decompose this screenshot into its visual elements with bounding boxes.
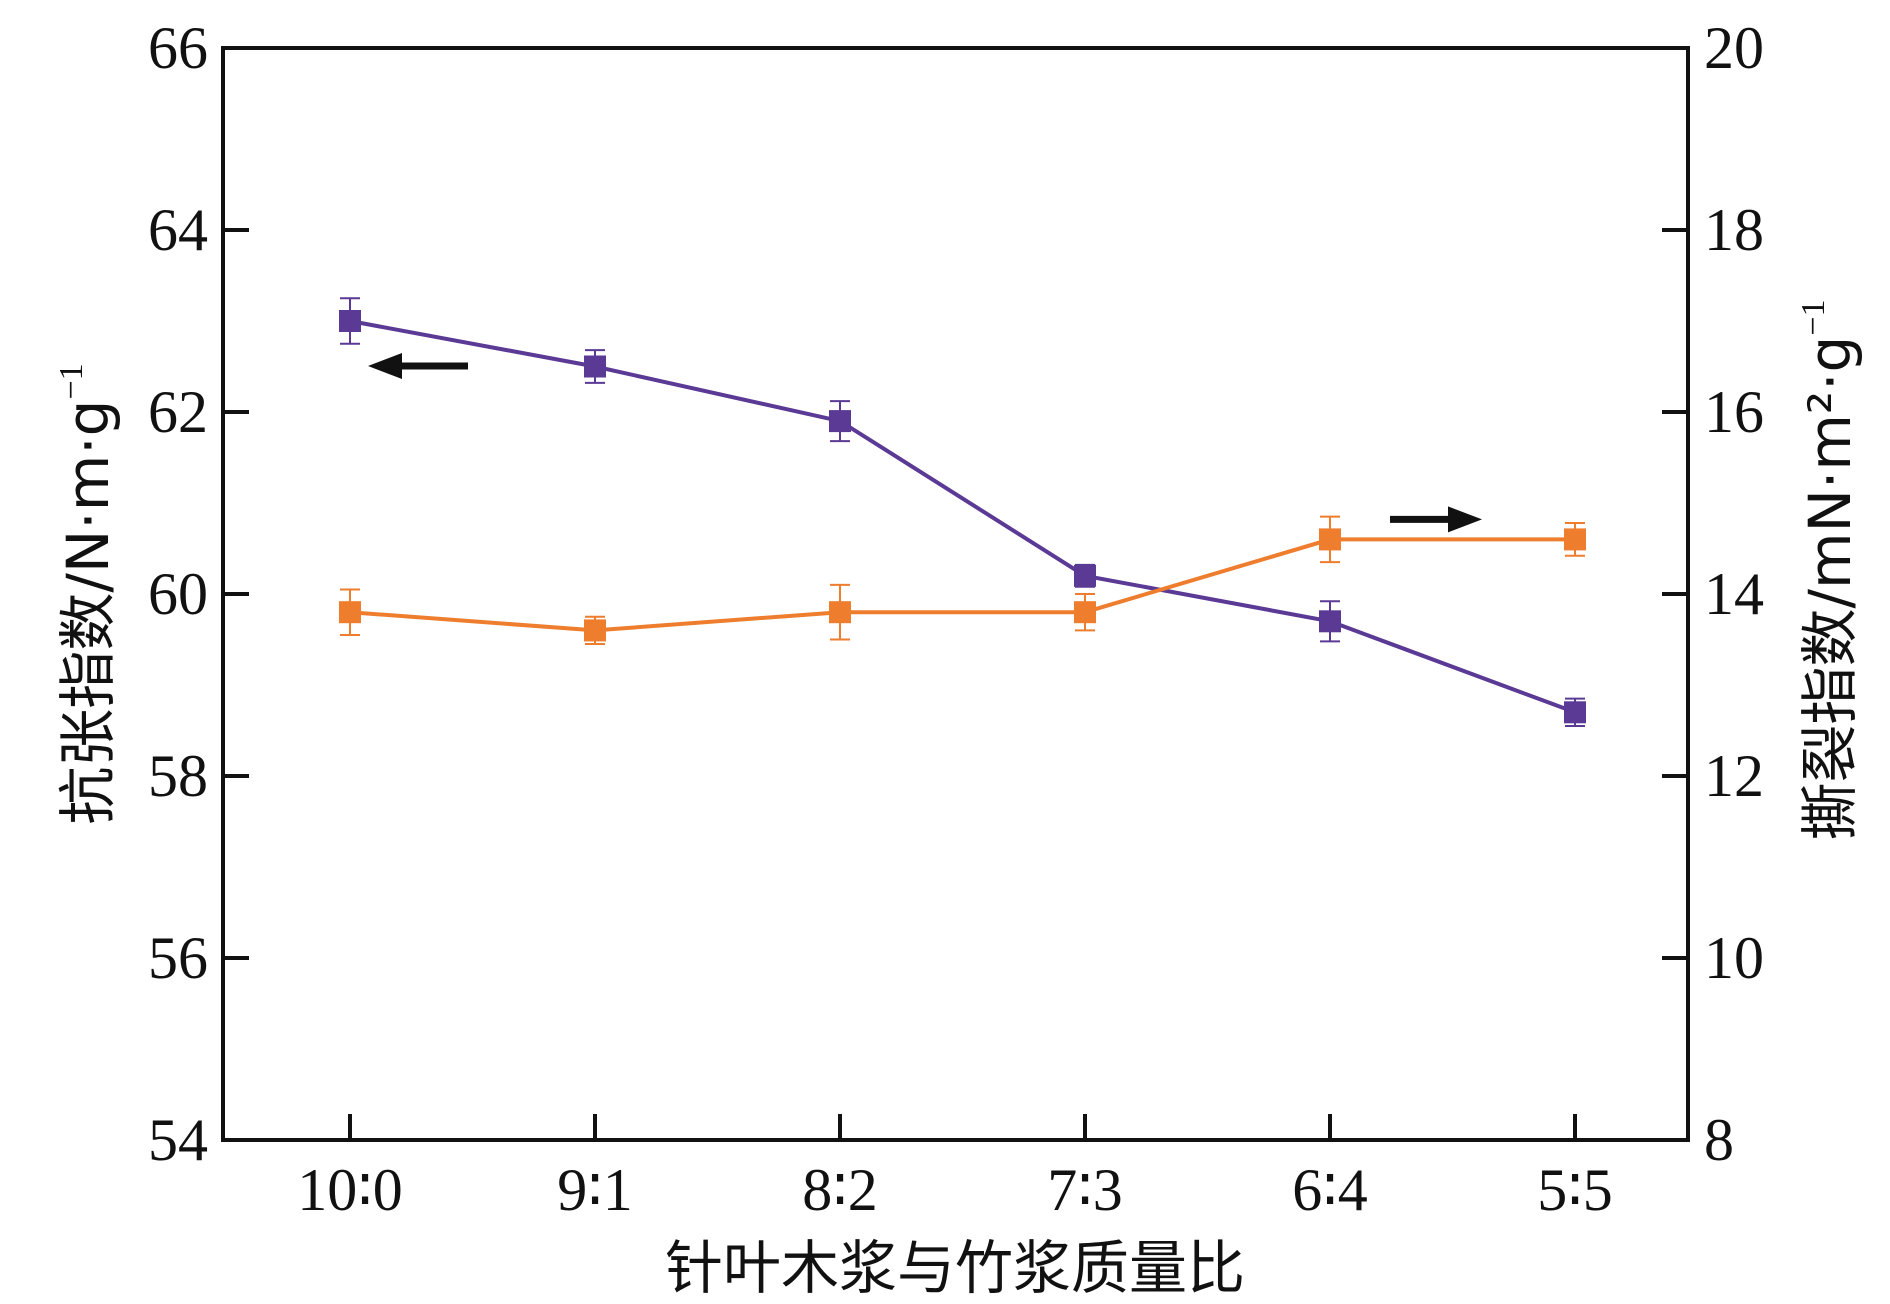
right-tick-label: 20 — [1704, 15, 1764, 81]
data-point — [829, 410, 851, 433]
x-tick-label: 9∶1 — [557, 1157, 633, 1223]
left-axis-title: 抗张指数/N·m·g−1 — [53, 363, 122, 824]
x-tick-label: 5∶5 — [1537, 1157, 1613, 1223]
right-tick-label: 16 — [1704, 379, 1764, 445]
left-axis: 54 56 58 60 62 64 66 — [148, 15, 249, 1173]
x-axis: 10∶0 9∶1 8∶2 7∶3 6∶4 5∶5 — [297, 1114, 1613, 1223]
series-line — [349, 537, 1575, 633]
data-point — [1319, 528, 1341, 551]
data-point — [1564, 528, 1586, 551]
data-point — [1319, 610, 1341, 633]
right-tick-label: 18 — [1704, 197, 1764, 263]
x-axis-title: 针叶木浆与竹浆质量比 — [665, 1234, 1245, 1302]
right-axis-title: 撕裂指数/mN·m²·g−1 — [1795, 299, 1864, 840]
left-tick-label: 66 — [148, 15, 208, 81]
x-tick-label: 8∶2 — [802, 1157, 878, 1223]
left-tick-label: 58 — [148, 743, 208, 809]
right-tick-label: 12 — [1704, 743, 1764, 809]
series-line — [349, 319, 1576, 715]
left-tick-label: 62 — [148, 379, 208, 445]
data-point — [1564, 701, 1586, 724]
left-arrow-head — [368, 353, 402, 379]
data-point — [1074, 601, 1096, 624]
data-point — [829, 601, 851, 624]
right-tick-label: 8 — [1704, 1107, 1734, 1173]
left-axis-title-text: 抗张指数/N·m·g — [54, 400, 122, 825]
x-tick-label: 6∶4 — [1292, 1157, 1368, 1223]
right-axis-title-sup: −1 — [1795, 299, 1832, 335]
data-point — [339, 310, 361, 332]
plot-frame — [221, 46, 1690, 1142]
right-axis: 8 10 12 14 16 18 20 — [1662, 15, 1764, 1173]
data-point — [339, 601, 361, 624]
annotation-layer — [368, 353, 1482, 533]
left-axis-title-sup: −1 — [53, 363, 90, 399]
series-layer — [339, 297, 1586, 727]
right-axis-title-text: 撕裂指数/mN·m²·g — [1796, 336, 1864, 841]
left-tick-label: 60 — [148, 561, 208, 627]
svg-text:撕裂指数/mN·m²·g−1: 撕裂指数/mN·m²·g−1 — [1795, 299, 1864, 840]
left-tick-label: 54 — [148, 1107, 208, 1173]
x-tick-label: 7∶3 — [1047, 1157, 1123, 1223]
data-point — [584, 355, 606, 378]
left-tick-label: 56 — [148, 925, 208, 991]
data-point — [1074, 564, 1096, 587]
right-tick-label: 10 — [1704, 925, 1764, 991]
data-point — [584, 619, 606, 642]
right-tick-label: 14 — [1704, 561, 1764, 627]
right-arrow-head — [1448, 506, 1482, 533]
left-tick-label: 64 — [148, 197, 208, 263]
svg-text:抗张指数/N·m·g−1: 抗张指数/N·m·g−1 — [53, 363, 122, 824]
x-tick-label: 10∶0 — [297, 1157, 403, 1223]
